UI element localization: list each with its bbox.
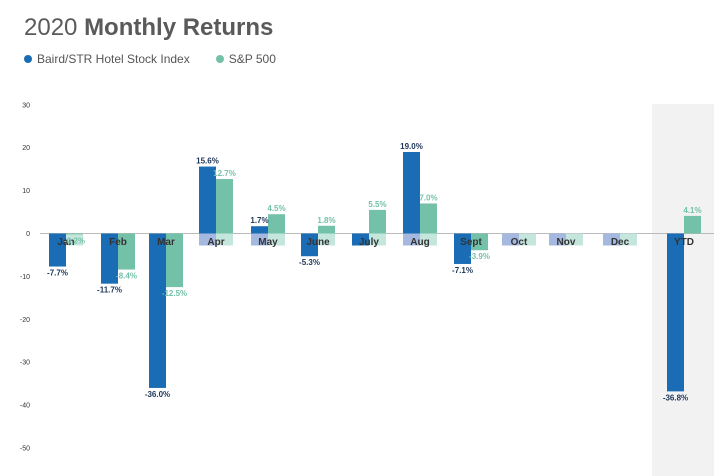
- legend-swatch-sp500: [215, 55, 224, 63]
- y-tick-label: -30: [20, 360, 30, 367]
- bar-sp500: [268, 214, 285, 234]
- category-band-sp500: [268, 233, 285, 246]
- category-band-index: [549, 233, 566, 246]
- category-label: June: [306, 237, 330, 248]
- bar-sp500: [684, 215, 701, 234]
- y-tick-label: 30: [22, 102, 30, 109]
- data-label-index: -7.1%: [452, 266, 473, 275]
- bar-sp500: [318, 225, 335, 234]
- bar-sp500: [216, 179, 233, 234]
- data-label-index: -7.7%: [47, 269, 68, 278]
- bar-index: [403, 151, 420, 234]
- category-band-sp500: [420, 233, 437, 246]
- data-label-sp500: -3.9%: [469, 252, 490, 261]
- bar-index: [251, 226, 268, 234]
- category-label: Sept: [460, 237, 482, 248]
- chart-title: 2020 Monthly Returns: [24, 14, 273, 42]
- category-label: Dec: [611, 237, 630, 248]
- data-label-sp500: 1.8%: [317, 216, 335, 225]
- category-band-index: [199, 233, 216, 246]
- category-band-index: [251, 233, 268, 246]
- bar-sp500: [66, 233, 83, 235]
- category-band-sp500: [519, 233, 536, 246]
- bar-index: [301, 233, 318, 257]
- category-band-index: [403, 233, 420, 246]
- data-label-sp500: -12.5%: [162, 289, 187, 298]
- category-label: May: [258, 237, 278, 248]
- bar-sp500: [471, 233, 488, 251]
- bar-index: [667, 233, 684, 392]
- category-band-sp500: [216, 233, 233, 246]
- data-label-sp500: -0.2%: [64, 236, 85, 245]
- bar-sp500: [118, 233, 135, 270]
- bar-sp500: [369, 209, 386, 234]
- data-label-index: 15.6%: [196, 157, 219, 166]
- data-label-sp500: 12.7%: [213, 169, 236, 178]
- title-year: 2020: [24, 14, 78, 41]
- category-band-sp500: [66, 233, 83, 246]
- data-label-index: 19.0%: [400, 142, 423, 151]
- y-tick-label: -10: [20, 274, 30, 281]
- data-label-index: -36.8%: [663, 393, 688, 402]
- category-label: Mar: [157, 237, 175, 248]
- y-tick-label: 10: [22, 188, 30, 195]
- category-band-sp500: [620, 233, 637, 246]
- bar-index: [199, 166, 216, 234]
- data-label-sp500: 4.5%: [267, 204, 285, 213]
- y-tick-label: -20: [20, 317, 30, 324]
- legend-swatch-index: [24, 55, 32, 63]
- bar-index: [352, 233, 369, 246]
- category-band-index: [502, 233, 519, 246]
- category-band-index: [603, 233, 620, 246]
- category-label: Feb: [109, 237, 127, 248]
- legend: Baird/STR Hotel Stock Index S&P 500: [24, 52, 276, 66]
- data-label-index: -11.7%: [97, 286, 122, 295]
- y-tick-label: -50: [20, 446, 30, 453]
- bar-index: [49, 233, 66, 267]
- category-band-sp500: [566, 233, 583, 246]
- legend-label-sp500: S&P 500: [228, 52, 276, 66]
- category-label: YTD: [674, 237, 694, 248]
- category-label: Jan: [57, 237, 74, 248]
- category-label: July: [359, 237, 379, 248]
- data-label-sp500: 4.1%: [683, 206, 701, 215]
- bar-index: [454, 233, 471, 264]
- category-band-sp500: [318, 233, 335, 246]
- title-main: Monthly Returns: [84, 14, 274, 41]
- category-label: Nov: [557, 237, 576, 248]
- bar-index: [101, 233, 118, 284]
- legend-label-index: Baird/STR Hotel Stock Index: [37, 52, 190, 66]
- category-label: Apr: [207, 237, 224, 248]
- bar-index: [149, 233, 166, 388]
- data-label-index: -36.0%: [145, 390, 170, 399]
- y-tick-label: 20: [22, 145, 30, 152]
- data-label-index: -5.3%: [299, 258, 320, 267]
- data-label-sp500: -8.4%: [116, 272, 137, 281]
- y-tick-label: -40: [20, 403, 30, 410]
- y-tick-label: 0: [26, 231, 30, 238]
- legend-item-index: Baird/STR Hotel Stock Index: [24, 52, 190, 66]
- category-label: Oct: [511, 237, 528, 248]
- data-label-sp500: 5.5%: [368, 200, 386, 209]
- category-label: Aug: [410, 237, 429, 248]
- bar-sp500: [420, 203, 437, 234]
- data-label-sp500: 7.0%: [419, 193, 437, 202]
- bar-sp500: [166, 233, 183, 288]
- category-band-sp500: [369, 233, 386, 246]
- legend-item-sp500: S&P 500: [215, 52, 276, 66]
- data-label-index: 1.7%: [250, 216, 268, 225]
